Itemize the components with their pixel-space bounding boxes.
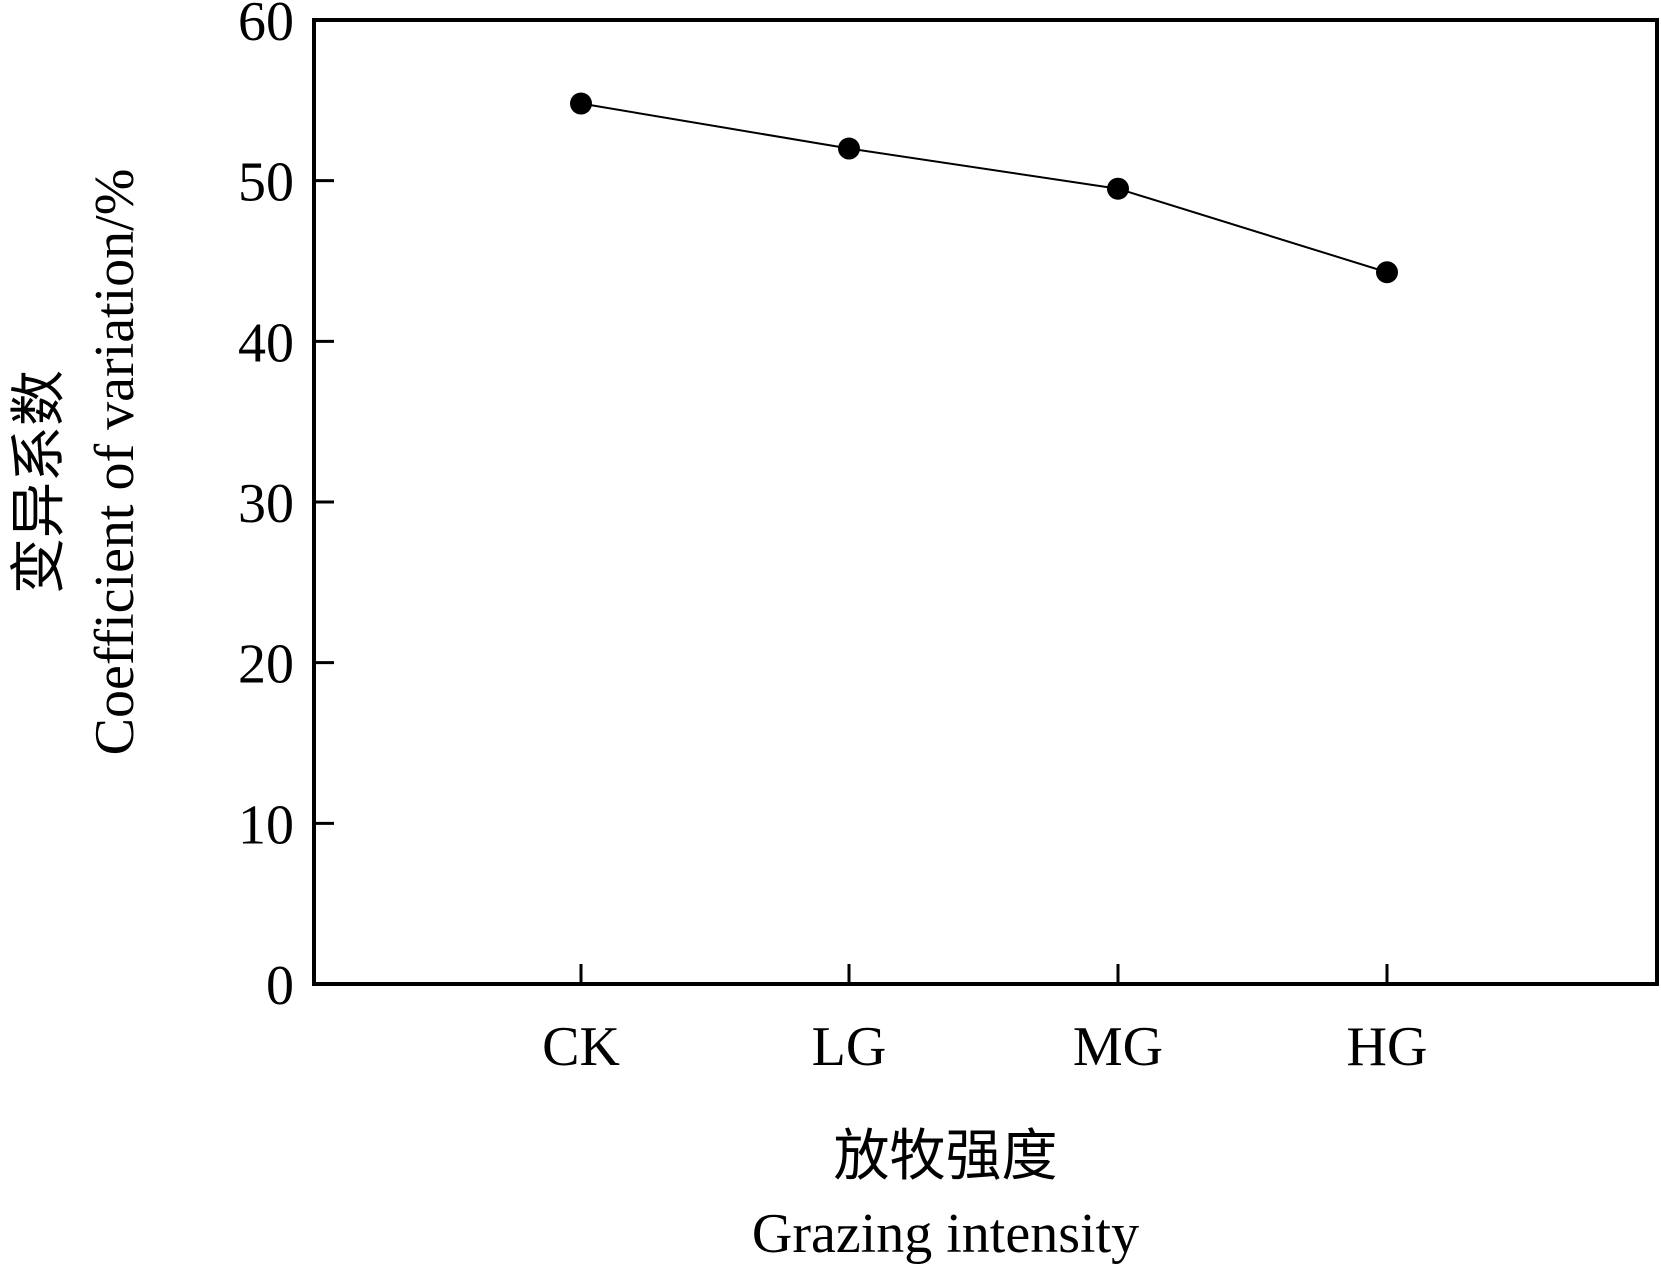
series-line [580, 102, 1388, 274]
x-axis-title-zh: 放牧强度 [834, 1126, 1058, 1188]
x-axis-ticks: CK LG MG HG [542, 964, 1427, 1078]
data-point-mg [1107, 177, 1129, 200]
data-point-hg [1376, 261, 1398, 284]
plot-frame [312, 18, 1659, 986]
y-tick-label: 30 [238, 473, 294, 535]
y-tick-label: 60 [238, 0, 294, 53]
y-tick-label: 10 [238, 794, 294, 856]
x-tick-label: CK [542, 1016, 620, 1078]
y-tick-label: 40 [238, 312, 294, 374]
y-tick-label: 0 [266, 955, 294, 1017]
data-points [570, 92, 1398, 284]
y-tick-label: 20 [238, 634, 294, 696]
data-point-ck [570, 92, 592, 115]
y-axis-ticks: 0 10 20 30 40 50 60 [238, 0, 334, 1017]
x-tick-label: HG [1347, 1016, 1428, 1078]
y-axis-title-zh: 变异系数 [9, 370, 71, 594]
x-tick-label: MG [1073, 1016, 1163, 1078]
y-axis-title-en: Coefficient of variation/% [84, 169, 146, 756]
y-tick-label: 50 [238, 152, 294, 214]
data-point-lg [838, 137, 860, 160]
x-axis-title-en: Grazing intensity [752, 1203, 1139, 1265]
x-tick-label: LG [812, 1016, 887, 1078]
